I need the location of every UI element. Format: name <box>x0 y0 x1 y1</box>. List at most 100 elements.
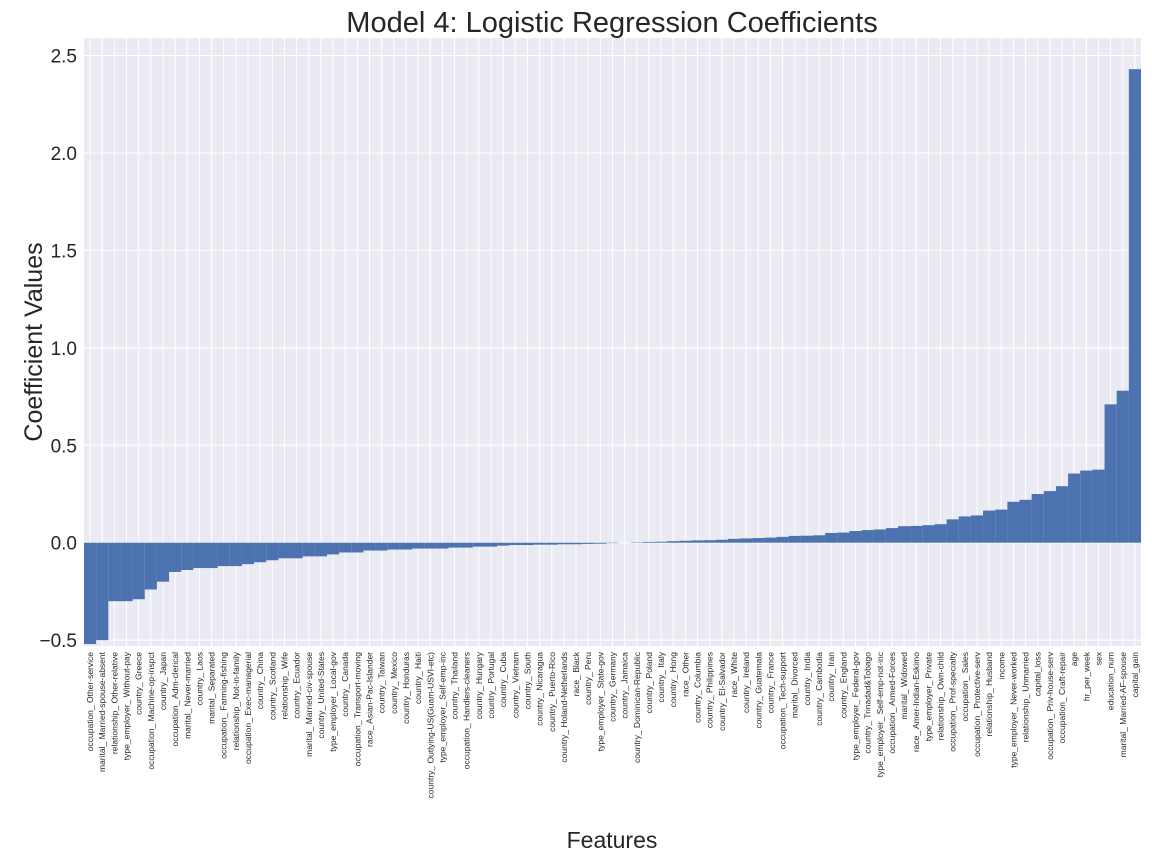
x-tick-label: age <box>1069 652 1079 666</box>
bar <box>254 542 267 563</box>
x-tick-label: country_ Ireland <box>741 652 751 713</box>
x-tick-label: occupation_ Tech-support <box>778 651 788 749</box>
bar <box>412 542 425 549</box>
tick-labels: −0.5 0.0 0.5 1.0 1.5 2.0 2.5 occupation_ Other-… <box>39 47 1139 799</box>
x-tick-label: occupation_ Prof-specialty <box>948 651 958 751</box>
x-tick-label: marital_ Never-married <box>182 652 192 739</box>
bar <box>569 542 583 545</box>
x-tick-label: country_ South <box>522 652 532 709</box>
x-tick-label: country_ Haiti <box>413 652 423 704</box>
bar <box>594 542 607 544</box>
bar <box>314 542 327 557</box>
x-tick-label: occupation_ Sales <box>960 652 970 721</box>
x-tick-label: country_ Trinadad&Tobago <box>863 652 873 754</box>
x-tick-label: country_ Outlying-US(Guam-USVI-etc) <box>425 652 435 799</box>
x-tick-label: type_employer_ Local-gov <box>328 651 338 751</box>
bar <box>302 542 315 557</box>
bar <box>1043 491 1056 543</box>
x-tick-label: country_ Ecuador <box>292 652 302 719</box>
bar <box>193 542 206 569</box>
bar <box>740 538 753 543</box>
x-tick-label: relationship_ Not-in-family <box>231 651 241 750</box>
x-tick-label: country_ Mexico <box>389 652 399 714</box>
x-tick-label: country_ India <box>802 652 812 706</box>
bar <box>800 535 813 543</box>
bar <box>861 530 874 543</box>
x-tick-label: relationship_ Husband <box>984 652 994 737</box>
bar <box>764 537 777 543</box>
x-tick-label: relationship_ Other-relative <box>109 652 119 754</box>
y-tick-label: 1.0 <box>51 339 77 360</box>
bar <box>1128 69 1141 543</box>
x-tick-label: country_ Jamaica <box>620 652 630 719</box>
x-tick-label: country_ Hong <box>668 652 678 708</box>
x-tick-label: marital_ Married-spouse-absent <box>97 651 107 772</box>
x-tick-label: country_ Scotland <box>267 652 277 720</box>
bar <box>691 540 704 543</box>
bar <box>363 542 376 551</box>
x-tick-label: country_ Guatemala <box>753 652 763 729</box>
bar <box>727 538 741 543</box>
bar <box>497 542 510 546</box>
y-tick-label: 2.0 <box>51 144 77 165</box>
x-tick-label: race_ Asian-Pac-Islander <box>365 652 375 747</box>
bar <box>1116 390 1129 543</box>
x-tick-label: country_ Cuba <box>498 652 508 708</box>
bar <box>144 542 157 590</box>
bar <box>266 542 279 561</box>
x-tick-label: race_ Other <box>680 652 690 697</box>
y-tick-label: 1.5 <box>51 241 77 262</box>
bar <box>484 542 498 547</box>
bar <box>1092 469 1105 543</box>
bar <box>922 525 935 543</box>
x-tick-label: country_ Taiwan <box>377 652 387 714</box>
x-tick-label: country_ Hungary <box>474 651 484 719</box>
x-tick-label: race_ Amer-Indian-Eskimo <box>911 652 921 752</box>
bar <box>132 542 145 600</box>
x-tick-label: marital_ Married-civ-spouse <box>304 652 314 757</box>
x-tick-label: country_ Laos <box>194 652 204 705</box>
bar <box>545 542 558 545</box>
bars <box>84 69 1141 645</box>
bar <box>120 542 133 602</box>
bar <box>1080 470 1093 543</box>
x-tick-label: occupation_ Handlers-cleaners <box>462 652 472 769</box>
x-tick-label: relationship_ Own-child <box>936 652 946 741</box>
bar <box>885 528 899 543</box>
x-tick-label: country_ China <box>255 652 265 709</box>
bar <box>849 531 862 543</box>
bar <box>375 542 388 551</box>
x-tick-label: occupation_ Machine-op-inspct <box>146 651 156 769</box>
bar <box>326 542 340 555</box>
bar <box>946 519 959 543</box>
x-tick-label: income <box>996 652 1006 680</box>
x-tick-label: race_ White <box>729 652 739 698</box>
bar <box>776 536 789 543</box>
x-axis-label: Features <box>567 827 658 853</box>
x-tick-label: occupation_ Farming-fishing <box>219 652 229 759</box>
x-tick-label: relationship_ Wife <box>279 652 289 720</box>
x-tick-label: country_ Portugal <box>486 652 496 719</box>
x-tick-label: country_ Italy <box>656 651 666 702</box>
bar <box>582 542 595 544</box>
x-tick-label: type_employer_ Self-emp-not-inc <box>875 651 885 777</box>
x-tick-label: occupation_ Protective-serv <box>972 651 982 757</box>
bar <box>217 542 230 567</box>
x-tick-label: sex <box>1093 651 1103 665</box>
bar <box>1055 486 1069 543</box>
x-tick-label: country_ Canada <box>340 652 350 717</box>
bar <box>825 532 838 543</box>
bar <box>970 515 984 543</box>
x-tick-label: country_ Columbia <box>693 652 703 723</box>
bar <box>983 510 996 543</box>
x-tick-label: country_ England <box>838 652 848 718</box>
x-tick-label: country_ Greece <box>134 652 144 715</box>
x-tick-label: country_ France <box>765 652 775 714</box>
bar <box>788 535 801 543</box>
x-tick-label: country_ Honduras <box>401 652 411 724</box>
x-tick-label: country_ Puerto-Rico <box>547 652 557 732</box>
x-tick-label: country_ Holand-Netherlands <box>559 652 569 763</box>
bar <box>278 542 291 559</box>
bar <box>1007 501 1020 543</box>
